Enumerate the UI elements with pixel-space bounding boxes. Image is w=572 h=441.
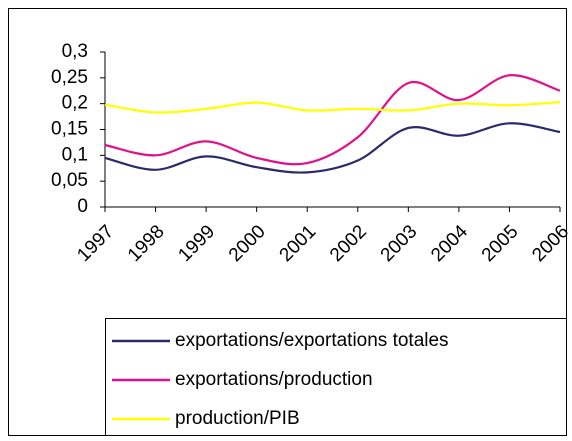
y-tick-label: 0,1 bbox=[62, 144, 88, 165]
y-tick-label: 0,3 bbox=[62, 41, 88, 62]
legend-label: exportations/exportations totales bbox=[175, 330, 449, 351]
legend-label: exportations/production bbox=[175, 369, 373, 390]
y-tick-label: 0 bbox=[77, 196, 88, 217]
legend-label: production/PIB bbox=[175, 408, 300, 429]
y-tick-label: 0,2 bbox=[62, 93, 88, 114]
series-line bbox=[104, 74, 561, 166]
series-line bbox=[104, 101, 561, 114]
y-tick-label: 0,15 bbox=[51, 119, 88, 140]
y-tick-label: 0,05 bbox=[51, 170, 88, 191]
legend-box bbox=[105, 318, 567, 436]
series-line bbox=[104, 122, 561, 174]
y-tick-label: 0,25 bbox=[51, 67, 88, 88]
